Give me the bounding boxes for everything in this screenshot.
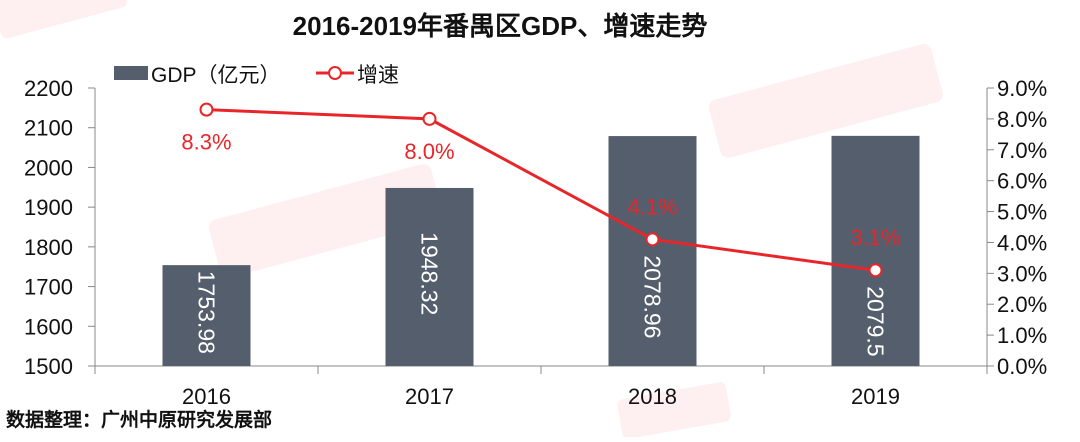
right-tick-label: 5.0% (997, 200, 1047, 225)
growth-data-label: 4.1% (627, 194, 677, 219)
watermark-logo (208, 163, 443, 278)
x-tick-label: 2019 (851, 384, 900, 409)
gdp-bar (385, 187, 474, 366)
right-tick-label: 7.0% (997, 138, 1047, 163)
watermarks (0, 0, 943, 439)
legend-swatch-gdp (114, 66, 148, 80)
watermark-logo (617, 382, 731, 439)
legend-label-gdp: GDP（亿元） (151, 64, 281, 87)
right-tick-label: 4.0% (997, 230, 1047, 255)
left-tick-label: 2200 (24, 76, 73, 101)
gdp-bar (608, 136, 697, 366)
left-tick-label: 1600 (24, 314, 73, 339)
left-tick-label: 2000 (24, 155, 73, 180)
gdp-bar-label: 1753.98 (194, 271, 220, 354)
growth-data-label: 8.0% (404, 139, 454, 164)
growth-marker (422, 111, 437, 126)
right-tick-label: 9.0% (997, 76, 1047, 101)
legend: GDP（亿元） 增速 (114, 64, 399, 87)
left-tick-label: 2100 (24, 116, 73, 141)
source-note: 数据整理：广州中原研究发展部 (6, 408, 272, 431)
growth-marker (645, 232, 660, 247)
legend-label-growth: 增速 (357, 64, 399, 87)
growth-data-label: 3.1% (850, 225, 900, 250)
growth-marker (199, 102, 214, 117)
right-tick-label: 1.0% (997, 323, 1047, 348)
gdp-bar (831, 135, 920, 366)
chart-title: 2016-2019年番禺区GDP、增速走势 (293, 11, 708, 41)
growth-marker (868, 263, 883, 278)
bars: 1753.98 1948.32 2078.96 2079.5 (162, 135, 920, 366)
left-tick-label: 1500 (24, 354, 73, 379)
right-tick-label: 8.0% (997, 107, 1047, 132)
gdp-bar-label: 2079.5 (863, 286, 889, 356)
axes: 1500 1600 1700 1800 1900 2000 2100 2200 0.0% 1.0%… (24, 76, 1047, 409)
right-tick-label: 0.0% (997, 354, 1047, 379)
x-tick-label: 2016 (182, 384, 231, 409)
watermark-logo (708, 43, 943, 158)
legend-swatch-growth-marker (328, 66, 342, 80)
left-tick-label: 1700 (24, 275, 73, 300)
right-tick-label: 3.0% (997, 261, 1047, 286)
growth-data-label: 8.3% (181, 130, 231, 155)
gdp-bar-label: 1948.32 (417, 232, 443, 315)
left-tick-label: 1800 (24, 235, 73, 260)
gdp-bar (162, 265, 251, 366)
x-tick-label: 2018 (628, 384, 677, 409)
watermark-logo (0, 0, 127, 39)
left-tick-label: 1900 (24, 195, 73, 220)
gdp-bar-label: 2078.96 (640, 255, 666, 338)
x-tick-label: 2017 (405, 384, 454, 409)
growth-line-path (206, 108, 876, 272)
right-tick-label: 6.0% (997, 169, 1047, 194)
right-tick-label: 2.0% (997, 292, 1047, 317)
growth-line: 8.3% 8.0% 4.1% 3.1% (181, 102, 901, 278)
